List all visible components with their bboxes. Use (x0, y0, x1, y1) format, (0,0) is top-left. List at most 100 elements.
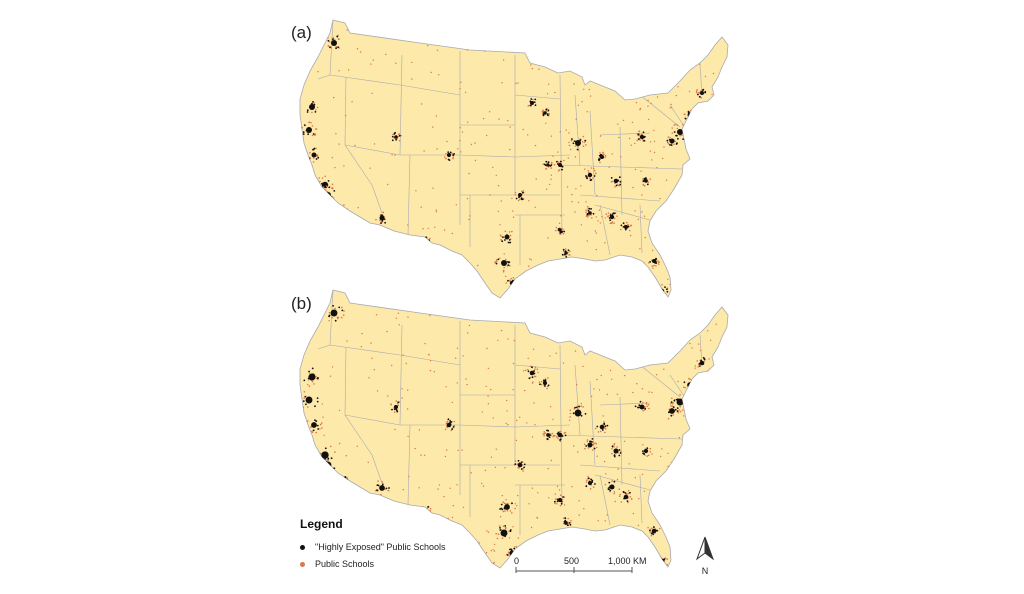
public-school-dot (428, 354, 430, 356)
public-school-dot (334, 451, 336, 453)
public-school-dot (319, 428, 321, 430)
public-school-dot (385, 296, 388, 298)
public-school-dot (643, 300, 646, 302)
public-school-dot (390, 403, 392, 405)
public-school-dot (616, 446, 618, 448)
public-school-dot (714, 182, 716, 185)
public-school-dot (649, 150, 652, 152)
highly-exposed-school-cluster (600, 155, 604, 159)
public-school-dot (420, 206, 422, 208)
public-school-dot (556, 485, 559, 488)
public-school-dot (670, 405, 672, 407)
public-school-dot (331, 183, 334, 186)
public-school-dot (587, 475, 589, 478)
public-school-dot (314, 183, 317, 186)
public-school-dot (527, 134, 529, 136)
public-school-dot (700, 139, 702, 142)
public-school-dot (463, 271, 466, 274)
public-school-dot (651, 159, 653, 161)
public-school-dot (385, 53, 387, 56)
public-school-dot (625, 306, 628, 309)
public-school-dot (446, 420, 449, 423)
public-school-dot (649, 567, 651, 568)
public-school-dot (642, 177, 645, 180)
public-school-dot (425, 240, 428, 243)
public-school-dot (532, 348, 535, 350)
land-area (299, 289, 729, 569)
highly-exposed-school-dot (608, 481, 611, 484)
public-school-dot (565, 538, 568, 540)
public-school-dot (606, 215, 609, 218)
public-school-dot (391, 566, 394, 568)
public-school-dot (607, 212, 610, 214)
highly-exposed-school-dot (626, 500, 629, 502)
highly-exposed-school-dot (507, 279, 509, 282)
public-school-dot (698, 176, 700, 179)
public-school-dot (697, 484, 700, 487)
highly-exposed-school-cluster (558, 163, 562, 167)
public-school-dot (436, 49, 439, 51)
public-school-dot (380, 493, 382, 496)
public-school-dot (569, 148, 572, 151)
public-school-dot (656, 167, 658, 169)
highly-exposed-school-dot (324, 447, 327, 450)
highly-exposed-school-dot (530, 98, 533, 100)
public-school-dot (311, 431, 314, 433)
public-school-dot (511, 512, 513, 514)
public-school-dot (326, 195, 329, 197)
public-school-dot (391, 364, 393, 367)
public-school-dot (346, 29, 348, 31)
public-school-dot (600, 532, 603, 534)
public-school-dot (562, 522, 565, 525)
state-border (619, 396, 623, 486)
highly-exposed-school-dot (654, 560, 657, 563)
public-school-dot (630, 356, 632, 358)
public-school-dot (595, 232, 597, 234)
public-school-dot (675, 56, 678, 58)
public-school-dot (583, 141, 586, 143)
public-school-dot (644, 48, 646, 51)
public-school-dot (646, 455, 649, 457)
highly-exposed-school-dot (556, 432, 559, 435)
public-school-dot (546, 93, 549, 95)
highly-exposed-school-dot (527, 370, 530, 373)
public-school-dot (694, 420, 696, 422)
highly-exposed-school-dot (306, 111, 309, 113)
highly-exposed-school-dot (313, 103, 316, 106)
highly-exposed-school-dot (673, 131, 676, 133)
public-school-dot (630, 144, 632, 146)
public-school-dot (697, 244, 699, 246)
public-school-dot (658, 300, 660, 302)
public-school-dot (424, 342, 426, 345)
public-school-dot (598, 389, 601, 391)
public-school-dot (542, 163, 545, 165)
public-school-dot (377, 480, 379, 482)
public-school-dot (609, 335, 611, 337)
highly-exposed-school-dot (391, 408, 393, 411)
state-border (579, 464, 661, 472)
highly-exposed-school-cluster (504, 504, 510, 510)
public-school-dot (570, 519, 572, 522)
highly-exposed-school-cluster (639, 404, 645, 410)
public-school-dot (317, 184, 320, 187)
public-school-dot (343, 213, 346, 216)
public-school-dot (445, 386, 447, 388)
public-school-dot (695, 90, 698, 92)
highly-exposed-school-dot (663, 558, 666, 560)
public-school-dot (317, 465, 319, 468)
public-school-dot (322, 467, 325, 470)
highly-exposed-school-dot (675, 398, 678, 401)
highly-exposed-school-dot (622, 226, 625, 228)
public-school-dot (485, 385, 487, 388)
public-school-dot (641, 473, 644, 476)
public-school-dot (683, 441, 685, 444)
public-school-dot (685, 408, 687, 411)
public-school-dot (419, 255, 422, 258)
public-school-dot (616, 215, 618, 217)
public-school-dot (429, 369, 432, 372)
highly-exposed-school-dot (693, 113, 696, 116)
highly-exposed-school-dot (388, 487, 390, 489)
highly-exposed-school-dot (590, 208, 592, 210)
public-school-dot (695, 525, 698, 527)
public-school-dot (515, 82, 517, 85)
